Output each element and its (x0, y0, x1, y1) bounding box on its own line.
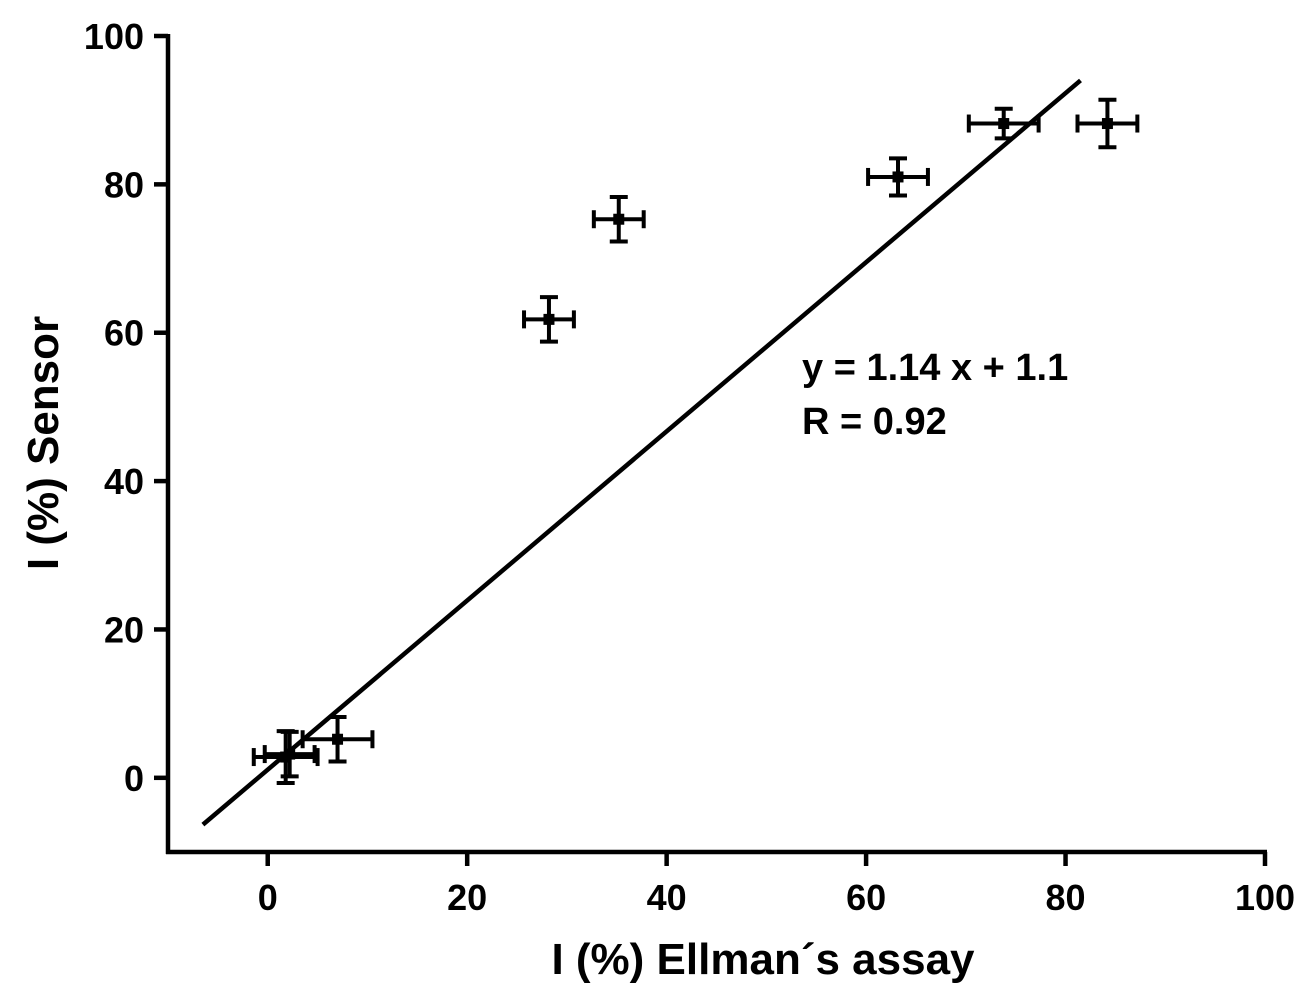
x-tick-label: 80 (1046, 877, 1086, 918)
y-ticks: 0 20 40 60 80 100 (84, 16, 168, 799)
point-marker (998, 118, 1010, 130)
x-tick-label: 60 (846, 877, 886, 918)
x-axis-title: I (%) Ellman´s assay (551, 935, 975, 984)
equation-annotation: y = 1.14 x + 1.1 (802, 347, 1068, 389)
y-tick-label: 100 (84, 16, 144, 57)
y-tick-label: 20 (104, 609, 144, 650)
point-marker (284, 748, 296, 760)
regression-line (201, 78, 1082, 827)
data-point (866, 156, 930, 198)
axes (165, 34, 1267, 855)
data-point (262, 729, 317, 779)
x-tick-label: 20 (447, 877, 487, 918)
data-point (591, 194, 646, 244)
x-tick-label: 0 (258, 877, 278, 918)
y-tick-label: 0 (124, 758, 144, 799)
point-marker (543, 313, 555, 325)
data-point (300, 714, 375, 764)
r-value-annotation: R = 0.92 (802, 401, 947, 443)
x-tick-label: 100 (1235, 877, 1295, 918)
point-marker (892, 171, 904, 183)
x-ticks: 0 20 40 60 80 100 (258, 852, 1295, 918)
data-point (522, 295, 576, 344)
point-marker (613, 213, 625, 225)
y-tick-label: 40 (104, 461, 144, 502)
point-marker (1101, 118, 1113, 130)
point-marker (332, 733, 344, 745)
data-point (1075, 97, 1140, 150)
data-points (251, 97, 1140, 786)
y-tick-label: 60 (104, 313, 144, 354)
x-tick-label: 40 (647, 877, 687, 918)
y-axis-title: I (%) Sensor (19, 316, 68, 570)
y-tick-label: 80 (104, 164, 144, 205)
data-point (966, 106, 1041, 141)
